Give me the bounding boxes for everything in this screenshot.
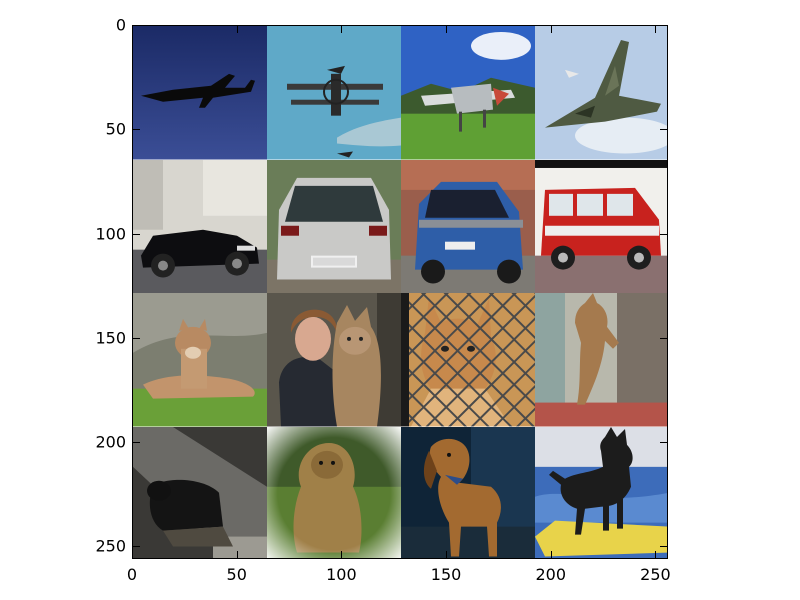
tile-convertible [133, 159, 267, 293]
x-tick-mark-top [446, 25, 448, 33]
y-tick-mark [132, 25, 140, 26]
x-tick-label: 0 [126, 565, 138, 584]
y-tick-mark [132, 233, 140, 235]
y-tick-mark-right [660, 129, 668, 131]
tile-smart-car [401, 159, 535, 293]
y-tick-mark-right [660, 442, 668, 444]
tile-small-plane [401, 26, 535, 160]
x-tick-mark [446, 551, 448, 559]
y-tick-mark-right [660, 233, 668, 235]
x-tick-mark [341, 551, 343, 559]
tile-cat-climbing [535, 293, 667, 427]
x-tick-mark [550, 551, 552, 559]
x-tick-mark [132, 551, 133, 559]
x-tick-mark [655, 551, 657, 559]
tile-red-minivan [535, 159, 667, 293]
tile-shaggy-dog [267, 426, 401, 558]
y-tick-label: 150 [95, 328, 126, 348]
x-tick-label: 100 [326, 565, 357, 584]
x-tick-label: 250 [640, 565, 671, 584]
tile-caracal-fence [401, 293, 535, 427]
tile-bloodhound [401, 426, 535, 558]
x-tick-mark-top [132, 25, 133, 33]
tile-woman-lynx [267, 293, 401, 427]
y-tick-mark [132, 129, 140, 131]
x-tick-mark [236, 551, 238, 559]
y-tick-label: 200 [95, 432, 126, 452]
y-tick-mark-right [660, 25, 668, 26]
x-tick-mark-top [550, 25, 552, 33]
x-tick-label: 200 [535, 565, 567, 584]
tile-delta-jet [535, 26, 667, 160]
y-tick-mark [132, 337, 140, 339]
x-tick-label: 50 [226, 565, 247, 584]
y-tick-mark [132, 546, 140, 548]
x-tick-mark-top [236, 25, 238, 33]
image-grid-plot [132, 25, 668, 559]
y-tick-mark-right [660, 337, 668, 339]
y-tick-label: 0 [115, 15, 126, 35]
y-tick-label: 100 [95, 224, 126, 244]
tile-dark-dog [133, 426, 267, 558]
tile-airliner [133, 26, 267, 160]
x-tick-mark-top [341, 25, 343, 33]
y-tick-mark [132, 442, 140, 444]
y-tick-label: 250 [95, 536, 126, 556]
tile-biplane [267, 26, 401, 160]
tile-dog-surfboard [535, 426, 667, 558]
tile-cougar [133, 293, 267, 427]
y-tick-mark-right [660, 546, 668, 548]
x-tick-mark-top [655, 25, 657, 33]
x-tick-label: 150 [430, 565, 462, 584]
tile-silver-hatchback [267, 159, 401, 293]
y-tick-label: 50 [105, 119, 126, 139]
